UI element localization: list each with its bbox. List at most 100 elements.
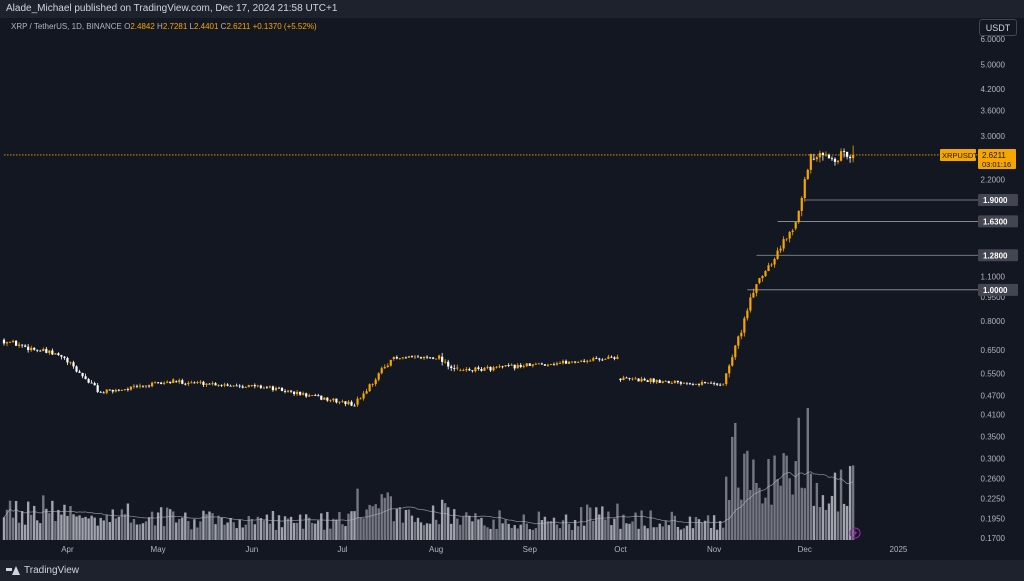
volume-bar [398,507,402,540]
volume-bar [413,521,417,540]
volume-bar [78,515,81,540]
candle-body [238,385,241,387]
volume-bar [353,511,356,540]
volume-bar [226,522,229,540]
volume-bar [280,527,284,540]
x-tick-label: Jun [245,545,258,554]
volume-bar [459,524,462,540]
volume-bar [190,529,193,540]
y-tick-label: 5.0000 [981,61,1006,70]
publisher-text: Alade_Michael published on TradingView.c… [6,3,338,14]
volume-bar [57,509,60,540]
candle-body [676,380,679,383]
volume-bar [332,518,335,540]
volume-bar [480,517,483,540]
price-tag-symbol-background [940,148,976,161]
candle-body [54,353,57,355]
candle-body [193,382,196,384]
candle-body [292,391,296,395]
volume-bar [679,529,683,540]
candle-body [628,378,631,379]
candle-body [818,153,821,158]
volume-bar [362,518,365,540]
volume-bar [265,514,269,540]
candle-body [244,387,247,388]
candle-body [320,395,323,400]
candle-body [634,378,637,380]
footer-bar [0,560,1024,581]
volume-bar [208,511,211,540]
candle-body [386,365,389,368]
price-tag-countdown: 03:01:16 [982,160,1011,169]
candle-body [108,389,111,391]
volume-bar [8,500,12,540]
candle-body [11,340,15,343]
volume-bar [253,524,257,540]
chart-area[interactable] [3,18,1021,560]
y-tick-label: 0.6500 [981,346,1006,355]
volume-bar [767,459,770,540]
volume-bar [123,514,127,540]
volume-bar [836,511,840,540]
candle-body [827,154,831,159]
candle-body [830,158,834,160]
volume-bar [422,525,426,540]
candle-body [824,154,828,156]
volume-bar [262,520,266,540]
candle-body [256,385,259,387]
volume-bar [718,521,722,540]
candle-body [649,378,652,382]
candle-body [567,361,571,364]
candle-body [350,401,353,406]
candle-body [764,271,767,277]
candle-body [271,386,275,391]
tradingview-brand[interactable]: TradingView [6,565,79,576]
currency-button[interactable]: USDT [979,19,1017,36]
candle-body [785,238,788,240]
candle-body [525,363,528,367]
candle-body [752,292,755,298]
level-label-background [978,249,1018,262]
y-tick-label: 3.6000 [981,107,1006,116]
candle-body [643,378,646,381]
volume-bar [395,509,399,540]
volume-bar [66,515,69,540]
volume-bar [250,519,253,540]
volume-bar [776,479,779,540]
volume-bar [827,503,831,540]
candle-body [428,357,432,359]
volume-bar [72,514,75,540]
volume-bar [63,504,66,540]
header-bar [0,0,1024,18]
y-tick-label: 3.0000 [981,132,1006,141]
candle-body [383,367,386,369]
candle-body [241,386,244,388]
candle-body [842,151,846,152]
volume-bar [610,525,613,540]
volume-bar [271,510,275,540]
volume-bar [761,503,764,540]
volume-bar [474,513,477,540]
volume-bar [504,519,507,540]
volume-bar [598,514,601,540]
candle-body [262,387,265,389]
volume-bar [181,517,184,540]
volume-bar [326,511,329,540]
volume-bar [561,520,565,540]
volume-bar [338,511,341,540]
volume-bar [389,496,392,540]
volume-moving-average [3,471,854,525]
volume-bar [755,482,758,540]
candle-body [710,382,713,384]
candle-body [661,381,664,383]
volume-bar [365,509,368,540]
candle-body [794,222,797,229]
candle-body [132,385,136,387]
candle-body [601,359,604,361]
candle-body [528,363,531,366]
candle-body [589,360,592,362]
candle-body [81,372,84,377]
candle-body [338,401,341,403]
volume-bar [637,528,640,540]
